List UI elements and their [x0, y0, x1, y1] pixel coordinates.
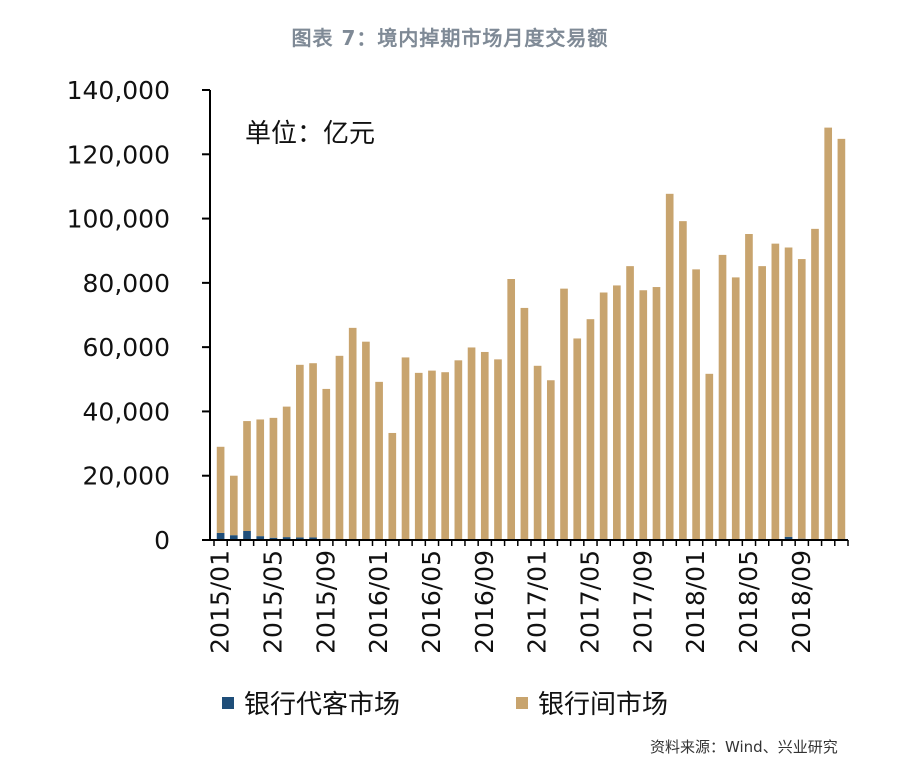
- y-tick-label: 140,000: [67, 76, 170, 105]
- x-tick-label: 2018/05: [734, 550, 763, 654]
- bar-interbank: [692, 269, 700, 540]
- bar-client: [309, 537, 317, 540]
- x-tick-label: 2015/01: [206, 550, 235, 654]
- bar-client: [216, 532, 225, 540]
- bar-interbank: [467, 347, 476, 540]
- bar-client: [296, 537, 304, 540]
- y-tick-label: 120,000: [67, 140, 170, 169]
- bar-interbank: [639, 290, 648, 540]
- bar-interbank: [679, 221, 687, 540]
- x-tick-label: 2017/05: [575, 550, 604, 654]
- bar-interbank: [507, 279, 516, 540]
- y-tick-label: 20,000: [83, 462, 170, 491]
- legend-swatch-interbank: [516, 697, 528, 709]
- bar-interbank: [771, 243, 780, 540]
- bar-interbank: [546, 380, 555, 540]
- bar-interbank: [454, 360, 463, 540]
- figure-title: 图表 7：境内掉期市场月度交易额: [291, 26, 609, 50]
- bar-interbank: [362, 341, 370, 540]
- x-tick-label: 2016/05: [417, 550, 446, 654]
- bar-interbank: [533, 365, 542, 540]
- bar-interbank: [309, 363, 317, 538]
- bar-interbank: [824, 127, 833, 540]
- bar-interbank: [494, 359, 502, 540]
- bar-client: [256, 536, 265, 540]
- y-tick-label: 0: [154, 526, 170, 555]
- bar-interbank: [269, 417, 278, 538]
- bar-interbank: [441, 372, 449, 540]
- bar-interbank: [256, 419, 265, 537]
- x-axis: 2015/01 2015/05 2015/09 2016/01 2016/05 2016/…: [206, 539, 849, 654]
- bar-interbank: [705, 373, 714, 540]
- y-tick-label: 60,000: [83, 333, 170, 362]
- bar-interbank: [335, 355, 344, 540]
- bar-client: [269, 537, 278, 540]
- bar-interbank: [718, 254, 727, 540]
- x-tick-label: 2016/01: [364, 550, 393, 654]
- bar-interbank: [322, 388, 331, 539]
- bars: [216, 127, 846, 540]
- bar-interbank: [784, 247, 793, 537]
- bar-interbank: [599, 292, 608, 540]
- unit-label: 单位：亿元: [245, 119, 375, 149]
- bar-interbank: [388, 432, 397, 540]
- bar-interbank: [573, 338, 582, 540]
- x-tick-label: 2018/01: [681, 550, 710, 654]
- bar-interbank: [414, 372, 423, 540]
- y-tick-label: 100,000: [67, 205, 170, 234]
- source-note: 资料来源：Wind、兴业研究: [650, 738, 838, 756]
- bar-interbank: [229, 475, 238, 536]
- bar-interbank: [758, 266, 766, 540]
- bar-interbank: [520, 307, 529, 540]
- bar-interbank: [375, 381, 383, 540]
- bar-interbank: [243, 421, 251, 531]
- bar-interbank: [652, 287, 661, 540]
- legend-label-client: 银行代客市场: [244, 690, 400, 720]
- y-tick-label: 40,000: [83, 397, 170, 426]
- bar-interbank: [731, 277, 740, 540]
- x-tick-label: 2017/01: [523, 550, 552, 654]
- x-tick-label: 2017/09: [628, 550, 657, 654]
- bar-interbank: [745, 234, 753, 540]
- bar-client: [229, 535, 238, 540]
- bar-interbank: [797, 259, 806, 539]
- bar-interbank: [480, 351, 489, 540]
- bar-client: [243, 531, 251, 540]
- x-tick-label: 2015/09: [311, 550, 340, 654]
- y-tick-label: 80,000: [83, 269, 170, 298]
- x-tick-label: 2016/09: [470, 550, 499, 654]
- y-axis: 0 20,000 40,000 60,000 80,000 100,000 120,000 1…: [67, 76, 211, 555]
- bar-client: [784, 536, 793, 540]
- bar-interbank: [837, 138, 846, 540]
- bar-interbank: [560, 288, 568, 540]
- legend: 银行代客市场 银行间市场: [222, 690, 668, 720]
- legend-label-interbank: 银行间市场: [538, 690, 668, 720]
- bar-interbank: [348, 327, 357, 540]
- bar-interbank: [626, 266, 634, 540]
- bar-interbank: [811, 228, 819, 540]
- bar-interbank: [216, 446, 225, 533]
- bar-interbank: [665, 193, 674, 540]
- bar-interbank: [401, 357, 410, 540]
- legend-swatch-client: [222, 697, 234, 709]
- bar-interbank: [428, 370, 436, 540]
- bar-client: [282, 537, 291, 540]
- bar-interbank: [586, 319, 595, 540]
- bar-interbank: [282, 406, 291, 538]
- x-tick-label: 2018/09: [787, 550, 816, 654]
- bar-interbank: [296, 364, 304, 538]
- bar-interbank: [613, 285, 621, 540]
- x-tick-label: 2015/05: [258, 550, 287, 654]
